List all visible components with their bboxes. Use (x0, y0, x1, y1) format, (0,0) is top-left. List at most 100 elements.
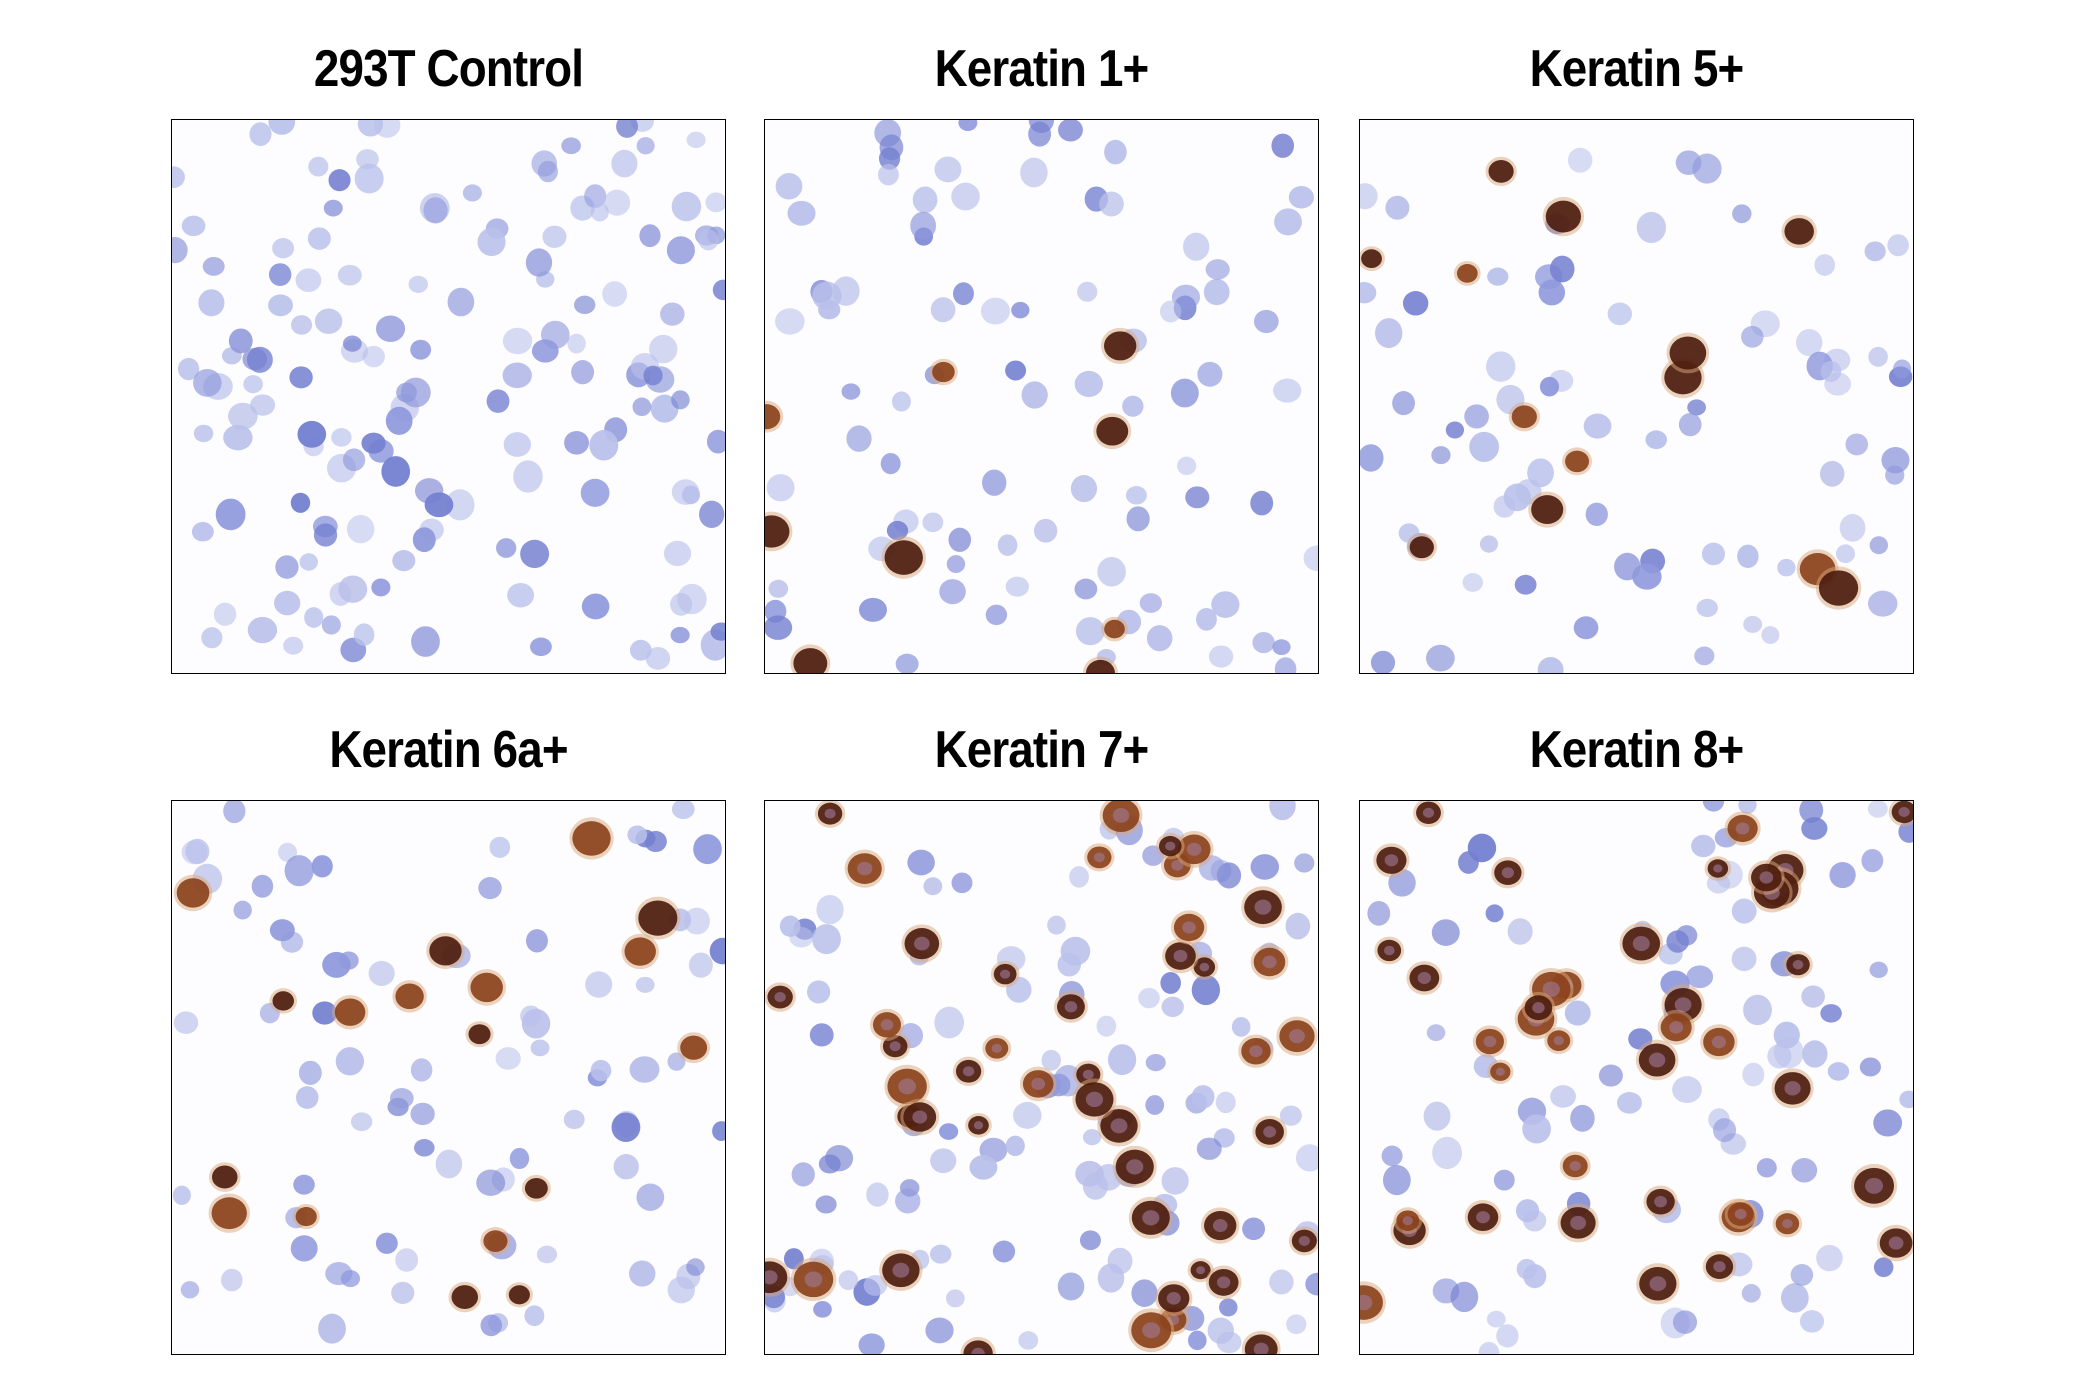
cell (172, 236, 188, 264)
cell (775, 308, 805, 335)
cell (1859, 1057, 1881, 1077)
cell (1696, 598, 1718, 618)
cell (1731, 898, 1757, 924)
cell (884, 540, 923, 575)
cell (1138, 987, 1160, 1009)
cell (1711, 1035, 1726, 1049)
cell (1445, 421, 1465, 439)
cell (198, 289, 225, 317)
cell (524, 1305, 545, 1327)
cell (177, 357, 200, 381)
cell (1231, 1016, 1251, 1037)
cell (677, 583, 707, 615)
cell (1607, 302, 1633, 326)
cell (1531, 495, 1564, 525)
cell (1761, 626, 1780, 645)
cell (590, 1059, 612, 1082)
cell (423, 197, 448, 224)
cell (1199, 962, 1210, 972)
cell (1274, 657, 1297, 673)
cell (991, 1043, 1002, 1053)
cell (1487, 267, 1509, 286)
cell (1182, 921, 1196, 934)
cell (468, 1024, 491, 1045)
cell (1827, 1062, 1850, 1081)
cell (1205, 259, 1230, 280)
cell (1464, 404, 1489, 429)
cell (644, 830, 667, 853)
cell (1196, 607, 1217, 631)
cell (1743, 994, 1772, 1026)
cell (1829, 861, 1856, 889)
cell (172, 1185, 191, 1205)
cell (1171, 859, 1184, 871)
cell (574, 295, 596, 315)
cell (1085, 1091, 1104, 1108)
cell (1005, 1135, 1025, 1157)
cell (272, 991, 295, 1011)
cell (1207, 1317, 1234, 1344)
cell (1409, 536, 1434, 559)
cell (636, 137, 655, 155)
cell (243, 375, 263, 394)
cell (1005, 576, 1029, 597)
cell (1432, 1136, 1463, 1170)
cell (611, 1112, 641, 1142)
cell (350, 1112, 373, 1132)
cell (985, 604, 1008, 626)
cell (1701, 542, 1725, 566)
cell (712, 279, 725, 301)
cell (1550, 1085, 1576, 1108)
cell (629, 639, 652, 661)
cell (283, 636, 304, 655)
cell (531, 339, 559, 363)
cell (1096, 416, 1129, 446)
cell (1074, 370, 1103, 398)
cell (1145, 1053, 1166, 1072)
cell (1632, 936, 1650, 952)
cell (530, 1039, 550, 1057)
cell (1792, 959, 1804, 970)
cell (992, 1240, 1016, 1263)
panel: Keratin 5+ (1359, 19, 1914, 674)
cell (507, 582, 535, 608)
cell (1483, 1035, 1497, 1048)
cell (1426, 1024, 1446, 1042)
cell (295, 1207, 317, 1227)
cell (1784, 1081, 1801, 1096)
cell (1881, 446, 1910, 474)
cell (910, 211, 937, 240)
cell (824, 808, 836, 819)
cell (193, 368, 222, 397)
cell (1585, 502, 1608, 527)
cell (338, 575, 368, 603)
cell (1212, 1219, 1228, 1233)
cell (841, 383, 861, 400)
cell (375, 1232, 398, 1254)
cell (1142, 1210, 1160, 1226)
cell (1423, 1101, 1451, 1131)
cell (812, 924, 841, 955)
cell (1146, 625, 1173, 652)
cell (1271, 133, 1295, 158)
cell (530, 637, 552, 657)
cell (1074, 578, 1098, 600)
cell (1713, 1261, 1726, 1273)
cell (1254, 899, 1272, 915)
cell (509, 1147, 530, 1170)
cell (1868, 346, 1888, 367)
cell (1537, 657, 1564, 673)
cell (1298, 1235, 1310, 1246)
cell (982, 469, 1007, 496)
cell (766, 474, 795, 502)
cell (410, 339, 432, 360)
cell (1672, 1076, 1702, 1104)
cell (1093, 852, 1105, 863)
cell (308, 156, 329, 177)
cell (912, 186, 938, 214)
cell (1583, 413, 1612, 439)
cell (880, 1019, 894, 1031)
cell (1687, 399, 1706, 416)
cell (1514, 574, 1537, 595)
